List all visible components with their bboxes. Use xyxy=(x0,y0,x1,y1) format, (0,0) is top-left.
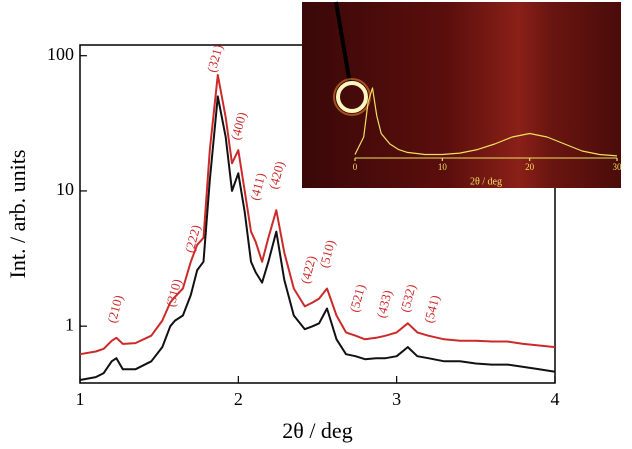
peak-label: (510) xyxy=(316,238,338,269)
peak-label: (400) xyxy=(228,110,250,141)
x-axis-label: 2θ / deg xyxy=(282,418,352,443)
x-tick-label: 0 xyxy=(353,162,358,172)
peak-label: (521) xyxy=(346,283,368,314)
y-tick-label: 100 xyxy=(47,44,74,64)
x-tick-label: 1 xyxy=(76,389,85,409)
figure: 12341101002θ / degInt. / arb. units(210)… xyxy=(0,0,632,449)
peak-label: (420) xyxy=(266,160,288,191)
x-tick-label: 20 xyxy=(525,162,535,172)
y-tick-label: 1 xyxy=(65,314,74,334)
peak-label: (541) xyxy=(421,293,443,324)
peak-label: (222) xyxy=(182,223,204,254)
x-tick-label: 3 xyxy=(392,389,401,409)
peak-label: (310) xyxy=(163,277,185,308)
inset-image xyxy=(302,2,621,188)
x-tick-label: 2 xyxy=(234,389,243,409)
x-tick-label: 30 xyxy=(613,162,623,172)
peak-label: (532) xyxy=(397,283,419,314)
y-tick-label: 10 xyxy=(56,179,74,199)
peak-label: (210) xyxy=(104,293,126,324)
peak-label: (321) xyxy=(204,43,226,74)
peak-label: (433) xyxy=(373,288,395,319)
x-axis-label: 2θ / deg xyxy=(470,176,502,187)
x-tick-label: 4 xyxy=(551,389,560,409)
peak-label: (422) xyxy=(297,254,319,285)
x-tick-label: 10 xyxy=(438,162,448,172)
y-axis-label: Int. / arb. units xyxy=(5,150,30,279)
